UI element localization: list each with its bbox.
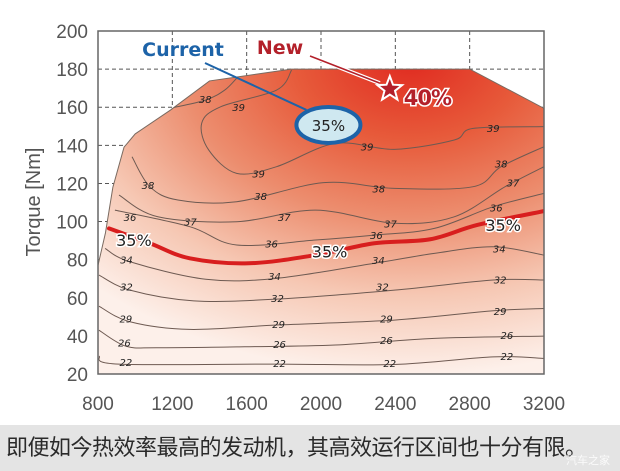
current-value: 35% xyxy=(312,117,345,135)
contour-label-32: 32 xyxy=(120,283,133,294)
contour-line-38 xyxy=(131,146,544,204)
contour-label-36: 36 xyxy=(124,213,137,224)
contour-label-37: 37 xyxy=(507,179,520,190)
contour-label-29: 29 xyxy=(272,320,285,331)
contour-label-34: 34 xyxy=(120,255,133,266)
contour-label-26: 26 xyxy=(500,331,513,342)
contour-line-22 xyxy=(98,355,544,366)
x-tick-label: 1600 xyxy=(226,394,268,415)
y-tick-label: 40 xyxy=(67,327,88,348)
contour-label-22: 22 xyxy=(273,359,286,370)
contour-label-38: 38 xyxy=(372,184,385,195)
x-tick-label: 2800 xyxy=(449,394,491,415)
axis-ticks: 20 40 60 80 100 120 140 160 180 200 800 1200 1600 200… xyxy=(56,22,565,415)
contour-label-38: 38 xyxy=(199,95,212,106)
current-label: Current xyxy=(142,39,224,61)
y-tick-label: 180 xyxy=(56,60,88,81)
contour-line-32 xyxy=(98,274,544,302)
contour-label-38: 38 xyxy=(495,159,508,170)
y-tick-label: 120 xyxy=(56,174,88,195)
contour-label-29: 29 xyxy=(120,314,133,325)
plot-frame xyxy=(97,30,545,375)
contour-label-29: 29 xyxy=(494,307,507,318)
contour-label-34: 34 xyxy=(268,272,281,283)
contour-lines xyxy=(98,69,544,366)
contour-line-39 xyxy=(200,69,544,175)
y-tick-label: 160 xyxy=(56,98,88,119)
new-value: 40% xyxy=(404,86,452,110)
contour-label-39: 39 xyxy=(361,143,374,154)
contour-label-26: 26 xyxy=(273,340,286,351)
contour-line-26 xyxy=(98,329,544,349)
y-tick-label: 20 xyxy=(67,365,88,386)
contour-label-37: 37 xyxy=(184,218,197,229)
contour-label-22: 22 xyxy=(500,352,513,363)
contour-label-37: 37 xyxy=(384,219,397,230)
contour-line-38 xyxy=(169,77,237,109)
contour-label-35-percent: 35% xyxy=(116,231,152,250)
y-tick-label: 80 xyxy=(67,251,88,272)
watermark: 汽车之家 xyxy=(566,454,610,467)
contour-labels: 22 22 22 22 26 26 26 26 29 29 29 29 32 32 32 32 34 34 34 34… xyxy=(115,95,523,370)
star-icon xyxy=(374,73,405,102)
annotations: 35% Current 40% New xyxy=(142,37,454,145)
contour-label-39: 39 xyxy=(252,169,265,180)
x-tick-label: 2400 xyxy=(374,394,416,415)
contour-label-36: 36 xyxy=(490,203,503,214)
contour-label-26: 26 xyxy=(118,339,131,350)
y-tick-label: 100 xyxy=(56,213,88,234)
contour-label-32: 32 xyxy=(271,294,284,305)
contour-label-22: 22 xyxy=(383,359,396,370)
contour-label-36: 36 xyxy=(370,231,383,242)
y-tick-label: 60 xyxy=(67,289,88,310)
new-label: New xyxy=(257,37,303,59)
contour-line-35-highlight xyxy=(106,209,544,266)
new-leader-line xyxy=(309,55,381,84)
current-leader-line xyxy=(204,62,307,111)
contour-label-37: 37 xyxy=(278,213,291,224)
contour-label-32: 32 xyxy=(494,275,507,286)
contour-label-32: 32 xyxy=(376,283,389,294)
contour-label-35-percent: 35% xyxy=(485,216,521,235)
x-tick-label: 800 xyxy=(82,394,114,415)
contour-label-38: 38 xyxy=(254,192,267,203)
contour-label-35-percent: 35% xyxy=(312,243,348,262)
contour-line-34 xyxy=(104,246,544,282)
x-tick-label: 2000 xyxy=(300,394,342,415)
contour-label-34: 34 xyxy=(493,244,506,255)
contour-label-29: 29 xyxy=(380,315,393,326)
y-tick-label: 200 xyxy=(56,22,88,43)
contour-line-29 xyxy=(98,305,544,330)
caption-text: 即便如今热效率最高的发动机，其高效运行区间也十分有限。 xyxy=(6,436,587,461)
caption-bar: 即便如今热效率最高的发动机，其高效运行区间也十分有限。 汽车之家 xyxy=(0,425,620,471)
y-axis-label: Torque [Nm] xyxy=(23,148,45,257)
x-tick-label: 1200 xyxy=(151,394,193,415)
contour-label-39: 39 xyxy=(232,103,245,114)
contour-label-38: 38 xyxy=(142,181,155,192)
contour-label-22: 22 xyxy=(120,358,133,369)
contour-label-26: 26 xyxy=(380,336,393,347)
contour-label-34: 34 xyxy=(372,256,385,267)
contour-label-39: 39 xyxy=(487,124,500,135)
y-tick-label: 140 xyxy=(56,136,88,157)
contour-line-36 xyxy=(114,192,544,246)
current-ellipse xyxy=(294,104,363,145)
contour-label-36: 36 xyxy=(265,239,278,250)
x-tick-label: 3200 xyxy=(523,394,565,415)
contour-line-37 xyxy=(118,166,544,225)
